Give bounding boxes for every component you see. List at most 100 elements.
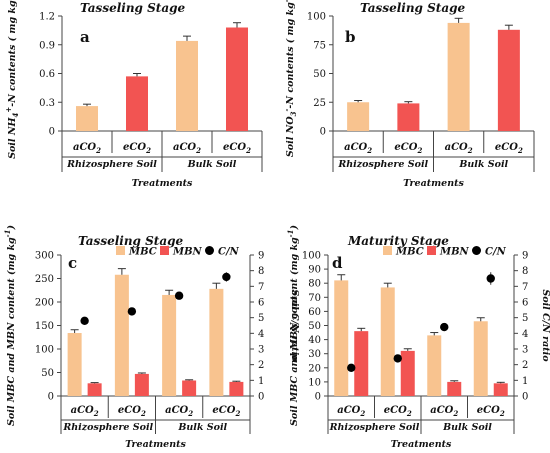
y2-tick-label: 4: [522, 329, 528, 340]
chart-panel-d: Maturity Staged0102030405060708090100Soi…: [286, 225, 550, 450]
y2-axis-label: Soil C/N ratio: [540, 289, 550, 362]
group-label: Bulk Soil: [177, 422, 227, 433]
y-tick-label: 75: [313, 40, 326, 51]
y-tick-label: 50: [41, 368, 54, 379]
category-label: aCO2: [445, 142, 473, 155]
y2-tick-label: 7: [522, 282, 528, 293]
y-tick-label: 0.6: [39, 69, 55, 80]
y2-axis-label: Soil C/N ratio: [289, 289, 300, 362]
bar-mbc: [334, 280, 349, 396]
bar: [226, 27, 248, 131]
cn-point: [486, 274, 495, 283]
legend-swatch: [383, 246, 392, 255]
bar: [126, 76, 148, 131]
y-axis-label: Soil NO3--N contents ( mg kg-1): [282, 0, 298, 157]
legend-label: MBN: [439, 247, 470, 258]
bar-mbc: [380, 287, 395, 396]
y-tick-label: 30: [308, 349, 321, 360]
y-axis-label: Soil MBC and MBN content (mg kg-1): [3, 225, 17, 426]
panel-letter: a: [80, 28, 90, 46]
y2-tick-label: 3: [522, 345, 528, 356]
y-tick-label: 250: [35, 274, 54, 285]
y-tick-label: 60: [308, 307, 321, 318]
legend-marker: [472, 246, 481, 255]
y2-tick-label: 1: [258, 376, 264, 387]
panel-letter: c: [68, 254, 77, 272]
category-label: eCO2: [123, 142, 151, 155]
bar: [176, 40, 198, 131]
y-tick-label: 40: [308, 335, 321, 346]
bar-mbn: [493, 383, 508, 396]
cn-point: [174, 291, 184, 300]
x-axis-label: Treatments: [403, 178, 464, 189]
y-tick-label: 100: [35, 345, 54, 356]
cn-point: [222, 272, 231, 282]
panel-title: Tasseling Stage: [360, 1, 465, 15]
legend-label: MBN: [172, 247, 203, 258]
category-label: eCO2: [384, 405, 412, 418]
y2-tick-label: 5: [258, 313, 264, 324]
category-label: eCO2: [394, 142, 422, 155]
category-label: aCO2: [71, 405, 99, 418]
y-tick-label: 0: [48, 392, 54, 403]
group-label: Rhizosphere Soil: [329, 422, 420, 433]
category-label: eCO2: [223, 142, 251, 155]
category-label: aCO2: [165, 405, 193, 418]
bar-mbc: [114, 274, 129, 396]
y2-tick-label: 6: [258, 298, 264, 309]
bar-mbn: [400, 350, 415, 396]
legend-label: C/N: [218, 247, 240, 258]
y-tick-label: 20: [308, 363, 321, 374]
category-label: aCO2: [430, 405, 458, 418]
group-label: Rhizosphere Soil: [66, 159, 157, 170]
bar-mbc: [209, 288, 224, 396]
y-axis-label: Soil NH4+-N contents ( mg kg-1): [4, 0, 20, 159]
bar-mbn: [87, 383, 102, 396]
bar-mbc: [473, 321, 488, 396]
y-tick-label: 50: [313, 69, 326, 80]
group-label: Bulk Soil: [187, 159, 237, 170]
y2-tick-label: 2: [258, 360, 264, 371]
y2-tick-label: 9: [258, 251, 264, 262]
x-axis-label: Treatments: [125, 439, 186, 450]
panel-letter: d: [332, 254, 343, 272]
y-tick-label: 0: [320, 127, 326, 138]
y2-tick-label: 8: [258, 266, 264, 277]
y-tick-label: 200: [35, 298, 54, 309]
bar: [76, 106, 98, 131]
y2-tick-label: 2: [522, 360, 528, 371]
y2-tick-label: 8: [522, 266, 528, 277]
bar-mbn: [447, 381, 462, 396]
category-label: eCO2: [495, 142, 523, 155]
chart-panel-b: Tasseling Stage b 0 25 50 75 100 Soil NO3--N co…: [282, 0, 535, 189]
category-label: eCO2: [118, 405, 146, 418]
bar-mbn: [134, 373, 149, 396]
cn-point: [440, 322, 449, 332]
x-axis-label: Treatments: [132, 178, 193, 189]
bar-mbn: [354, 331, 369, 396]
legend-swatch: [427, 246, 436, 255]
bar-mbn: [229, 381, 244, 396]
category-label: aCO2: [337, 405, 365, 418]
cn-point: [347, 363, 356, 372]
y-tick-label: 90: [308, 265, 321, 276]
y2-tick-label: 3: [258, 345, 264, 356]
bar-mbn: [182, 380, 197, 396]
legend-swatch: [116, 246, 125, 255]
group-label: Rhizosphere Soil: [62, 422, 153, 433]
cn-point: [127, 307, 137, 316]
bar-mbc: [67, 333, 82, 396]
bar: [497, 29, 520, 131]
category-label: eCO2: [212, 405, 240, 418]
legend-label: C/N: [485, 247, 507, 258]
chart-panel-a: Tasseling Stage a 0 0.3 0.6 0.9 1.2 Soil NH4+-N…: [4, 0, 263, 189]
category-label: aCO2: [73, 142, 101, 155]
x-axis-label: Treatments: [391, 439, 452, 450]
y-tick-label: 1.2: [39, 12, 55, 23]
y-tick-label: 0: [315, 392, 321, 403]
y-tick-label: 80: [308, 279, 321, 290]
bar-mbc: [427, 335, 442, 396]
y-tick-label: 100: [307, 12, 326, 23]
category-label: eCO2: [477, 405, 505, 418]
